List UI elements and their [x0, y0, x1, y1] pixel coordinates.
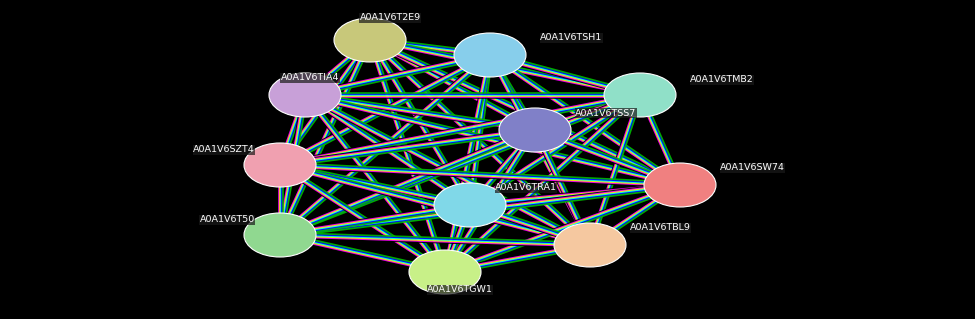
Ellipse shape — [434, 183, 506, 227]
Text: A0A1V6TRA1: A0A1V6TRA1 — [495, 183, 557, 192]
Text: A0A1V6TGW1: A0A1V6TGW1 — [427, 286, 493, 294]
Ellipse shape — [269, 73, 341, 117]
Ellipse shape — [244, 143, 316, 187]
Ellipse shape — [244, 213, 316, 257]
Text: A0A1V6SW74: A0A1V6SW74 — [720, 164, 785, 173]
Ellipse shape — [499, 108, 571, 152]
Text: A0A1V6TMB2: A0A1V6TMB2 — [690, 76, 754, 85]
Text: A0A1V6TBL9: A0A1V6TBL9 — [630, 224, 691, 233]
Ellipse shape — [604, 73, 676, 117]
Ellipse shape — [644, 163, 716, 207]
Ellipse shape — [554, 223, 626, 267]
Text: A0A1V6T50: A0A1V6T50 — [200, 216, 255, 225]
Text: A0A1V6TSS7: A0A1V6TSS7 — [575, 108, 637, 117]
Text: A0A1V6TSH1: A0A1V6TSH1 — [540, 33, 603, 42]
Text: A0A1V6TIA4: A0A1V6TIA4 — [281, 73, 339, 83]
Ellipse shape — [409, 250, 481, 294]
Text: A0A1V6SZT4: A0A1V6SZT4 — [193, 145, 255, 154]
Ellipse shape — [334, 18, 406, 62]
Ellipse shape — [454, 33, 526, 77]
Text: A0A1V6T2E9: A0A1V6T2E9 — [360, 13, 420, 23]
